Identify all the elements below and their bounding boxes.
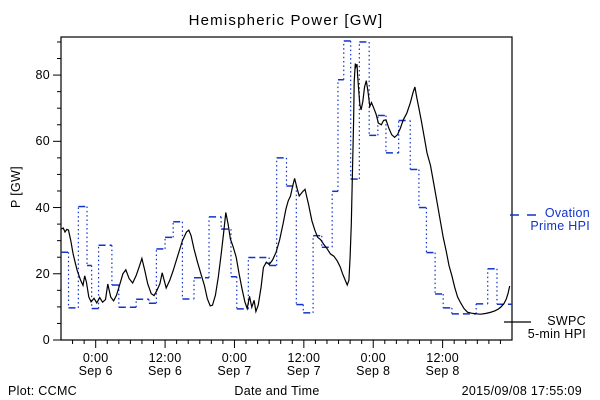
x-tick-time-label: 12:00	[148, 351, 182, 365]
timestamp: 2015/09/08 17:55:09	[461, 384, 582, 398]
x-tick-date-label: Sep 8	[425, 364, 460, 378]
x-tick-date-label: Sep 6	[147, 364, 183, 378]
legend-ovation: Ovation Prime HPI	[516, 207, 590, 233]
legend-swpc-label-1: SWPC	[547, 314, 586, 328]
swpc-series	[60, 63, 511, 315]
x-tick-date-label: Sep 7	[217, 364, 252, 378]
x-tick-time-label: 12:00	[287, 351, 321, 365]
ovation-series-connectors	[67, 40, 498, 314]
legend-swpc: SWPC 5-min HPI	[512, 315, 586, 341]
y-tick-label: 60	[35, 134, 50, 149]
plot-border	[60, 36, 513, 341]
y-ticks	[53, 41, 61, 341]
chart-title: Hemispheric Power [GW]	[188, 12, 384, 29]
x-tick-time-label: 0:00	[360, 351, 386, 365]
x-ticks	[72, 340, 501, 348]
x-tick-time-label: 0:00	[221, 351, 248, 365]
legend-swpc-label-2: 5-min HPI	[527, 327, 586, 341]
y-axis-label: P [GW]	[9, 166, 23, 208]
y-tick-label: 80	[35, 68, 50, 83]
y-tick-label: 40	[35, 200, 50, 215]
legend-ovation-label-1: Ovation	[544, 206, 590, 220]
x-tick-date-label: Sep 8	[356, 364, 391, 378]
x-axis-title: Date and Time	[234, 384, 320, 398]
x-tick-time-label: 12:00	[426, 351, 459, 365]
footer-credit: Plot: CCMC	[8, 384, 77, 398]
x-tick-time-label: 0:00	[82, 351, 109, 365]
y-tick-label: 0	[42, 333, 50, 347]
legend-ovation-label-2: Prime HPI	[530, 219, 590, 233]
ovation-series-steps	[61, 40, 512, 315]
y-tick-label: 20	[35, 266, 50, 281]
x-tick-date-label: Sep 7	[286, 364, 321, 378]
x-tick-date-label: Sep 6	[78, 364, 113, 378]
